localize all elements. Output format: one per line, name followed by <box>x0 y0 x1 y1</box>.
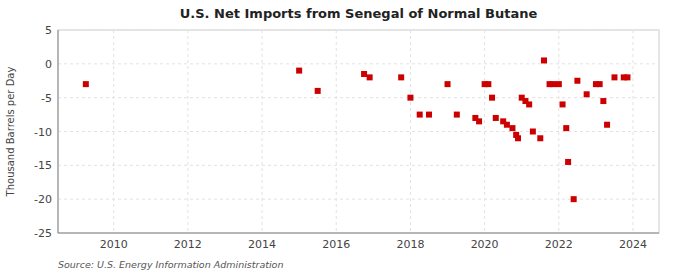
point <box>485 81 491 87</box>
x-tick-label: 2020 <box>471 238 499 251</box>
point <box>556 81 562 87</box>
point <box>530 129 536 135</box>
chart: 2010 2012 2014 2016 2018 2020 2022 2024 5 0 -5 -10 -… <box>0 0 675 275</box>
point <box>571 196 577 202</box>
title: U.S. Net Imports from Senegal of Normal … <box>180 6 538 21</box>
x-grid-line <box>410 30 411 233</box>
y-tick-label: -15 <box>34 159 52 172</box>
plot-area <box>58 30 659 233</box>
point <box>426 112 432 118</box>
y-grid-line <box>58 199 659 200</box>
y-grid-line <box>58 165 659 166</box>
x-tick-label: 2010 <box>100 238 128 251</box>
x-tick-label: 2014 <box>248 238 276 251</box>
x-tick-label: 2018 <box>396 238 424 251</box>
x-tick-label: 2012 <box>174 238 202 251</box>
point <box>489 95 495 101</box>
point <box>541 57 547 63</box>
y-tick-label: -5 <box>41 92 52 105</box>
point <box>624 74 630 80</box>
y-tick-label: 5 <box>45 24 52 37</box>
axes: 2010 2012 2014 2016 2018 2020 2022 2024 5 0 -5 -10 -… <box>34 24 659 251</box>
point <box>504 122 510 128</box>
y-tick-label: -10 <box>34 126 52 139</box>
x-tick-label: 2024 <box>619 238 647 251</box>
point <box>563 125 569 131</box>
point <box>361 71 367 77</box>
point <box>600 98 606 104</box>
x-axis-line <box>58 233 659 234</box>
point <box>367 74 373 80</box>
points <box>83 57 631 202</box>
x-grid-line <box>633 30 634 233</box>
point <box>83 81 89 87</box>
y-grid-line <box>58 30 659 31</box>
point <box>296 68 302 74</box>
point <box>398 74 404 80</box>
point <box>597 81 603 87</box>
y-axis-line <box>58 30 59 233</box>
point <box>537 135 543 141</box>
y-grid-line <box>58 233 659 234</box>
point <box>526 101 532 107</box>
point <box>550 81 556 87</box>
y-grid-line <box>58 63 659 64</box>
x-tick-label: 2022 <box>545 238 573 251</box>
x-tick-label: 2016 <box>322 238 350 251</box>
point <box>315 88 321 94</box>
point <box>493 115 499 121</box>
x-grid-line <box>187 30 188 233</box>
y-tick-label: 0 <box>45 58 52 71</box>
y-grid-line <box>58 131 659 132</box>
point <box>515 135 521 141</box>
point <box>574 78 580 84</box>
y-tick-label: -25 <box>34 227 52 240</box>
point <box>584 91 590 97</box>
grid <box>58 30 659 233</box>
point <box>604 122 610 128</box>
point <box>407 95 413 101</box>
point <box>454 112 460 118</box>
y-axis-label: Thousand Barrels per Day <box>5 67 16 198</box>
point <box>445 81 451 87</box>
source-note: Source: U.S. Energy Information Administ… <box>58 259 283 270</box>
point <box>417 112 423 118</box>
y-grid-line <box>58 97 659 98</box>
point <box>476 118 482 124</box>
y-tick-label: -20 <box>34 193 52 206</box>
point <box>509 125 515 131</box>
point <box>565 159 571 165</box>
point <box>611 74 617 80</box>
point <box>560 101 566 107</box>
